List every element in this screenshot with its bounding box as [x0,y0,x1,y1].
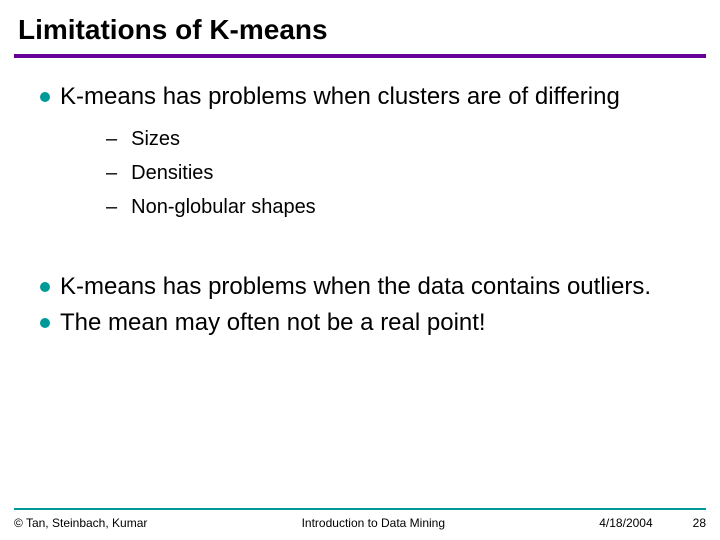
sub-bullet: – Sizes [106,126,680,152]
footer-date: 4/18/2004 [599,516,652,530]
sub-bullet-text: Densities [131,160,213,186]
footer-page-number: 28 [693,516,706,530]
footer-title: Introduction to Data Mining [147,516,599,530]
sub-bullet: – Densities [106,160,680,186]
bullet-1: K-means has problems when clusters are o… [40,82,680,112]
sub-bullet-text: Non-globular shapes [131,194,316,220]
dash-icon: – [106,194,117,220]
bullet-text: K-means has problems when clusters are o… [60,82,620,112]
sub-bullet-list: – Sizes – Densities – Non-globular shape… [106,126,680,220]
footer-authors: © Tan, Steinbach, Kumar [14,516,147,530]
slide-title: Limitations of K-means [0,0,720,54]
sub-bullet: – Non-globular shapes [106,194,680,220]
slide: Limitations of K-means K-means has probl… [0,0,720,540]
bullet-dot-icon [40,92,50,102]
spacer [40,244,680,272]
footer-row: © Tan, Steinbach, Kumar Introduction to … [14,516,706,530]
bullet-dot-icon [40,282,50,292]
sub-bullet-text: Sizes [131,126,180,152]
footer-rule [14,508,706,510]
bullet-text: The mean may often not be a real point! [60,308,486,338]
slide-footer: © Tan, Steinbach, Kumar Introduction to … [0,508,720,540]
bullet-2: K-means has problems when the data conta… [40,272,680,302]
slide-body: K-means has problems when clusters are o… [0,58,720,338]
bullet-text: K-means has problems when the data conta… [60,272,651,302]
bullet-dot-icon [40,318,50,328]
bullet-3: The mean may often not be a real point! [40,308,680,338]
dash-icon: – [106,160,117,186]
dash-icon: – [106,126,117,152]
